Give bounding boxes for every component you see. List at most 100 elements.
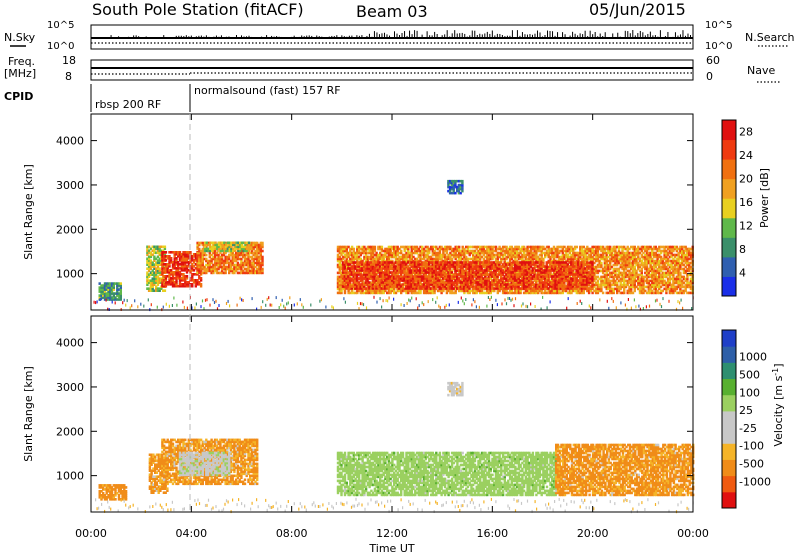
power-cell [100, 288, 103, 291]
power-cell [393, 261, 396, 265]
power-cell [654, 281, 657, 285]
power-cell [603, 259, 607, 263]
power-cell [633, 283, 636, 287]
power-cell [666, 273, 670, 277]
power-cell [219, 271, 222, 275]
power-cell [412, 291, 415, 295]
power-cell [612, 245, 615, 249]
power-cell [185, 271, 189, 274]
power-cell [433, 257, 436, 261]
power-cell [519, 289, 522, 293]
power-cell [194, 284, 197, 288]
power-cell [175, 257, 178, 260]
power-cell [442, 273, 445, 277]
power-cell [156, 259, 160, 262]
power-cell [116, 292, 119, 295]
power-cell [419, 257, 422, 261]
power-cell [517, 257, 521, 261]
power-cell [614, 287, 617, 291]
power-cell [638, 291, 642, 295]
power-cell [100, 290, 103, 293]
power-cell [151, 279, 154, 282]
power-cell [212, 245, 216, 249]
power-cell [194, 281, 197, 284]
power-cell [205, 271, 208, 275]
power-cell [547, 291, 550, 295]
power-cell [230, 245, 233, 249]
power-cell [196, 253, 199, 257]
power-cell [601, 251, 605, 255]
power-cell [224, 269, 227, 273]
power-cell [472, 249, 475, 253]
power-cell [589, 249, 593, 253]
power-cell [198, 281, 201, 284]
power-cell [254, 249, 257, 253]
power-cell [501, 253, 505, 257]
power-cell [486, 255, 489, 259]
power-cell [182, 257, 185, 260]
power-cell [377, 283, 380, 287]
power-cell [638, 277, 642, 281]
power-cell [472, 289, 475, 293]
power-cell [112, 286, 115, 289]
power-cell [422, 251, 426, 255]
power-cell [384, 255, 387, 259]
power-cell [665, 265, 668, 269]
power-cell [579, 285, 582, 289]
power-cell [531, 255, 535, 259]
power-cell [407, 259, 410, 263]
power-cell [192, 279, 196, 282]
power-cell [628, 273, 631, 277]
power-cell [356, 249, 359, 253]
power-cell [252, 271, 255, 275]
power-cell [173, 281, 176, 284]
power-cell [249, 271, 252, 275]
power-cell [163, 283, 166, 286]
power-cell [538, 257, 542, 261]
power-cell [259, 243, 262, 247]
power-cell [180, 269, 183, 272]
power-cell [572, 257, 575, 261]
power-cell [482, 291, 485, 295]
power-cell [637, 255, 640, 259]
power-cell [112, 298, 115, 301]
power-cell [496, 247, 499, 251]
power-cell [624, 279, 628, 283]
power-cell [531, 257, 535, 261]
power-cell [570, 255, 573, 259]
power-cell [616, 263, 619, 267]
power-cell [235, 251, 238, 255]
power-cell [603, 267, 607, 271]
power-cell [631, 259, 635, 263]
power-cell [535, 279, 538, 283]
power-cell [400, 251, 403, 255]
power-cell [459, 289, 463, 293]
nave-tick-high: 60 [706, 54, 720, 67]
power-cell [379, 247, 382, 251]
power-cell [226, 261, 229, 265]
power-cell [559, 249, 563, 253]
power-cell [338, 259, 341, 263]
power-cell [220, 257, 224, 261]
power-cell [661, 277, 664, 281]
power-cell [640, 271, 643, 275]
power-cell [424, 289, 427, 293]
power-cell [175, 259, 178, 262]
power-cell [537, 249, 540, 253]
power-cell [647, 251, 650, 255]
power-cell [222, 265, 226, 269]
power-cell [658, 247, 661, 251]
power-cell [450, 289, 454, 293]
power-cell [533, 265, 536, 269]
power-cell [642, 265, 645, 269]
power-cell [429, 291, 433, 295]
power-cell [452, 249, 456, 253]
power-cell [533, 279, 536, 283]
power-cell [638, 287, 642, 291]
power-cell [198, 249, 201, 253]
power-cell [530, 253, 533, 257]
power-cell [155, 273, 158, 276]
power-cell [424, 245, 427, 249]
power-cell [603, 283, 607, 287]
power-cell [380, 255, 384, 259]
